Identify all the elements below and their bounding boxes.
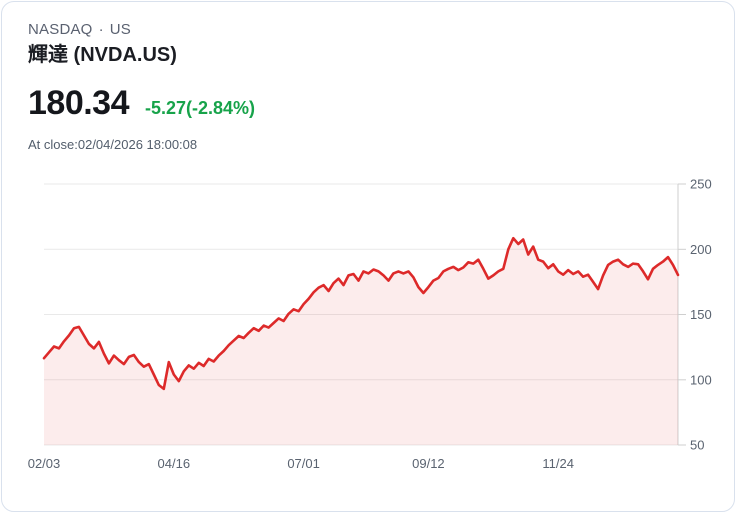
x-tick-label: 09/12 [412, 456, 445, 471]
stock-price: 180.34 [28, 84, 130, 122]
y-tick-label: 150 [690, 307, 712, 322]
region-label: US [109, 21, 132, 38]
exchange-name: NASDAQ [28, 21, 93, 38]
y-tick-label: 50 [690, 438, 704, 453]
x-tick-label: 02/03 [28, 456, 61, 471]
y-tick-label: 200 [690, 242, 712, 257]
x-tick-label: 04/16 [158, 456, 191, 471]
stock-title: 輝達 (NVDA.US) [28, 44, 177, 66]
x-tick-label: 07/01 [287, 456, 320, 471]
x-tick-label: 11/24 [542, 456, 574, 471]
y-tick-label: 250 [690, 177, 712, 192]
quote-header: NASDAQ · US 輝達 (NVDA.US) 180.34 -5.27(-2.8… [28, 20, 255, 153]
stock-change: -5.27(-2.84%) [145, 98, 256, 118]
dot-separator: · [98, 21, 104, 38]
price-area [44, 238, 678, 445]
y-tick-label: 100 [690, 372, 712, 387]
price-line [42, 236, 680, 391]
exchange-line: NASDAQ · US [28, 20, 255, 39]
price-row: 180.34 -5.27(-2.84%) [28, 85, 255, 121]
at-close-label: At close:02/04/2026 18:00:08 [28, 137, 198, 152]
